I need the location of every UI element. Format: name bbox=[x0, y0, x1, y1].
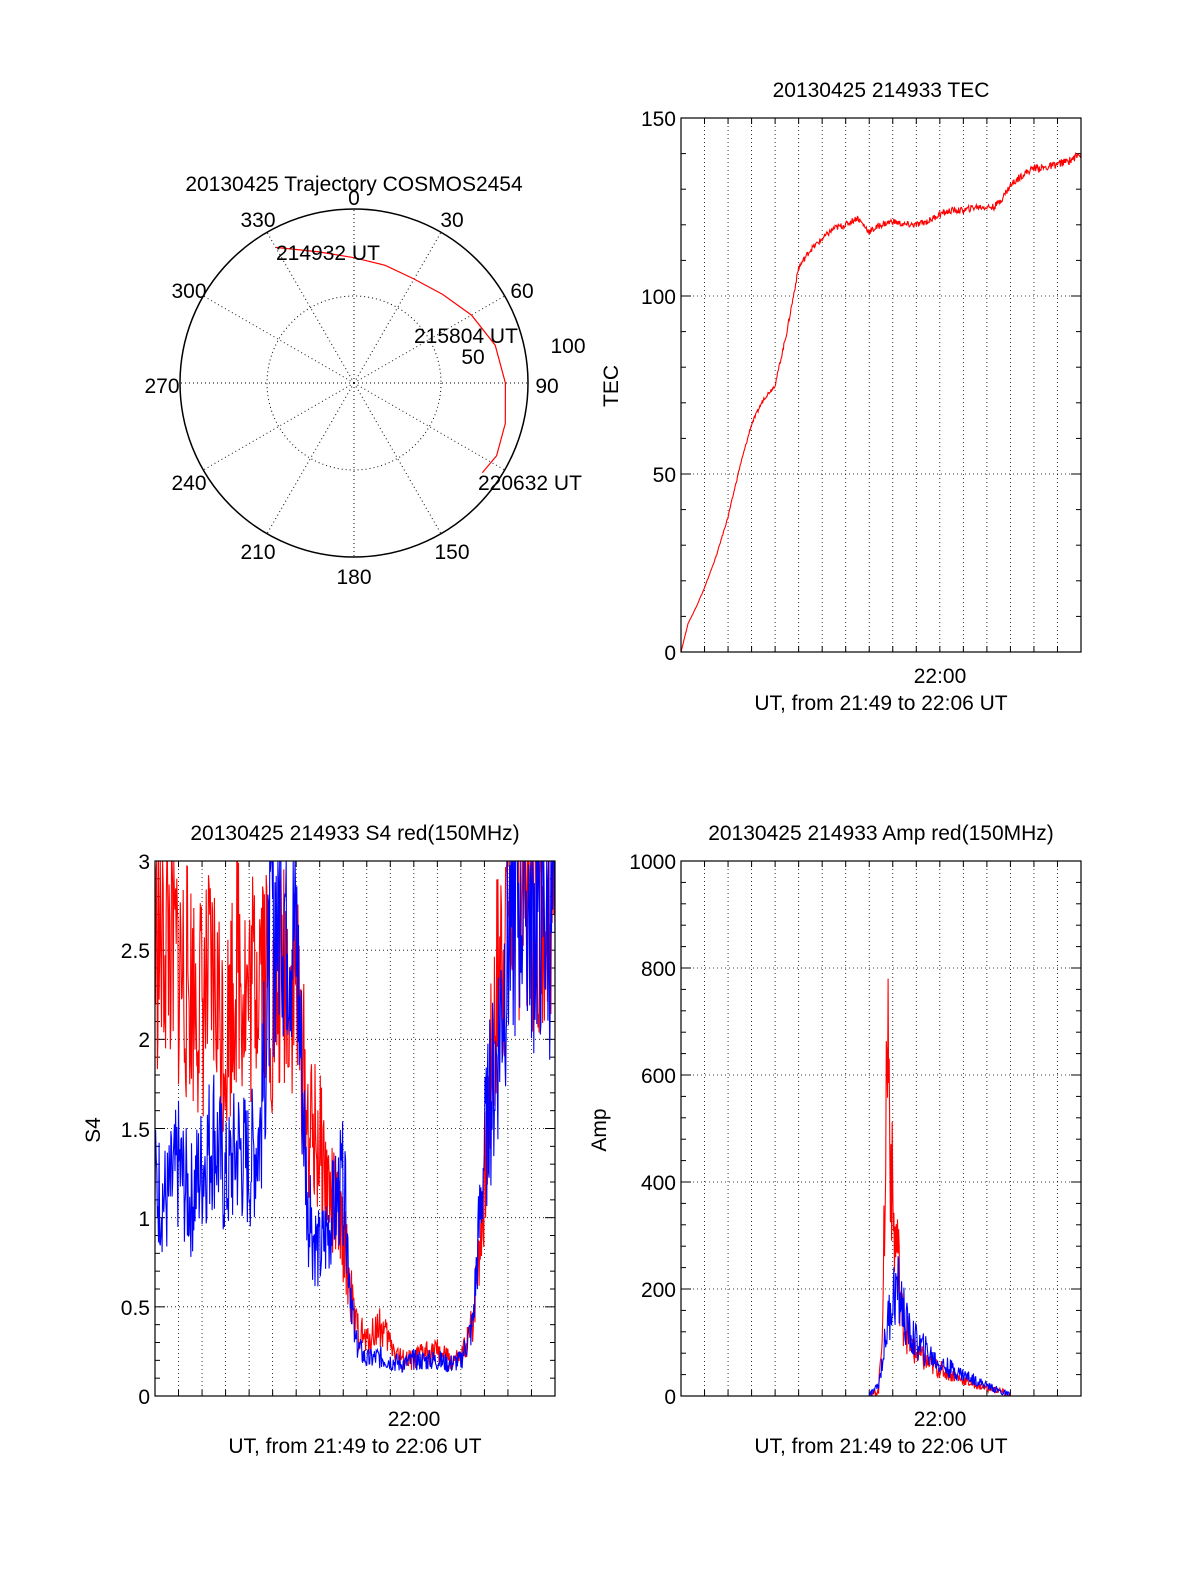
polar-spoke bbox=[203, 295, 355, 384]
s4-chart: 20130425 214933 S4 red(150MHz) S4 UT, fr… bbox=[82, 822, 556, 1458]
series-line bbox=[154, 860, 556, 1373]
amp-xtick-label: 22:00 bbox=[914, 1408, 967, 1431]
s4-ylabel: S4 bbox=[82, 1117, 105, 1143]
polar-angle-label: 90 bbox=[535, 375, 558, 398]
polar-angle-label: 150 bbox=[434, 541, 469, 564]
amp-xlabel: UT, from 21:49 to 22:06 UT bbox=[754, 1435, 1007, 1458]
amp-title: 20130425 214933 Amp red(150MHz) bbox=[708, 822, 1054, 845]
track-label-start: 214932 UT bbox=[276, 242, 380, 265]
tec-ylabel: TEC bbox=[600, 365, 623, 407]
polar-angle-label: 300 bbox=[171, 280, 206, 303]
polar-angle-label: 270 bbox=[144, 375, 179, 398]
polar-radial-label: 50 bbox=[461, 346, 484, 369]
polar-angle-label: 30 bbox=[440, 209, 463, 232]
plot-frame bbox=[680, 860, 1082, 1397]
s4-ytick-0.5: 0.5 bbox=[121, 1297, 150, 1320]
amp-ytick-400: 400 bbox=[641, 1172, 676, 1195]
polar-spoke bbox=[353, 295, 505, 384]
tec-ytick-150: 150 bbox=[641, 108, 676, 131]
polar-spoke bbox=[353, 382, 505, 471]
polar-radial-label: 100 bbox=[550, 335, 585, 358]
polar-angle-label: 240 bbox=[171, 472, 206, 495]
polar-angle-label: 60 bbox=[510, 280, 533, 303]
tec-ytick-100: 100 bbox=[641, 286, 676, 309]
tec-chart: 20130425 214933 TEC TEC UT, from 21:49 t… bbox=[600, 79, 1082, 715]
polar-title: 20130425 Trajectory COSMOS2454 bbox=[185, 173, 523, 196]
s4-ytick-2: 2 bbox=[138, 1029, 150, 1052]
polar-outer-circle bbox=[179, 208, 529, 558]
s4-xtick-label: 22:00 bbox=[388, 1408, 441, 1431]
polar-trajectory-chart: 20130425 Trajectory COSMOS2454 0 30 60 90 15… bbox=[144, 173, 585, 589]
plot-frame bbox=[154, 860, 556, 1397]
amp-ytick-200: 200 bbox=[641, 1279, 676, 1302]
polar-angle-label: 180 bbox=[336, 566, 371, 589]
amp-ylabel: Amp bbox=[588, 1108, 611, 1151]
series-line bbox=[680, 151, 1082, 653]
s4-title: 20130425 214933 S4 red(150MHz) bbox=[190, 822, 519, 845]
trajectory-line bbox=[275, 246, 507, 474]
tec-xtick-label: 22:00 bbox=[914, 665, 967, 688]
polar-spoke bbox=[203, 382, 355, 471]
tec-title: 20130425 214933 TEC bbox=[773, 79, 990, 102]
s4-ytick-0: 0 bbox=[138, 1386, 150, 1409]
polar-angle-label: 330 bbox=[240, 209, 275, 232]
s4-ytick-1: 1 bbox=[138, 1208, 150, 1231]
polar-angle-label: 210 bbox=[240, 541, 275, 564]
s4-ytick-1.5: 1.5 bbox=[121, 1119, 150, 1142]
s4-xlabel: UT, from 21:49 to 22:06 UT bbox=[228, 1435, 481, 1458]
amp-ytick-600: 600 bbox=[641, 1065, 676, 1088]
polar-ring-50 bbox=[266, 295, 442, 471]
s4-ytick-3: 3 bbox=[138, 851, 150, 874]
track-label-end: 220632 UT bbox=[478, 472, 582, 495]
plot-frame bbox=[680, 117, 1082, 653]
polar-spoke bbox=[353, 232, 442, 384]
s4-ytick-2.5: 2.5 bbox=[121, 940, 150, 963]
amp-ytick-0: 0 bbox=[664, 1386, 676, 1409]
polar-spoke bbox=[353, 382, 442, 534]
tec-ytick-50: 50 bbox=[653, 464, 676, 487]
amp-ytick-800: 800 bbox=[641, 958, 676, 981]
amp-chart: 20130425 214933 Amp red(150MHz) Amp UT, … bbox=[588, 822, 1082, 1458]
tec-xlabel: UT, from 21:49 to 22:06 UT bbox=[754, 692, 1007, 715]
tec-ytick-0: 0 bbox=[664, 642, 676, 665]
polar-spoke bbox=[266, 232, 355, 384]
amp-ytick-1000: 1000 bbox=[629, 851, 676, 874]
polar-spoke bbox=[266, 382, 355, 534]
polar-angle-label: 0 bbox=[348, 187, 360, 210]
track-label-mid: 215804 UT bbox=[414, 325, 518, 348]
